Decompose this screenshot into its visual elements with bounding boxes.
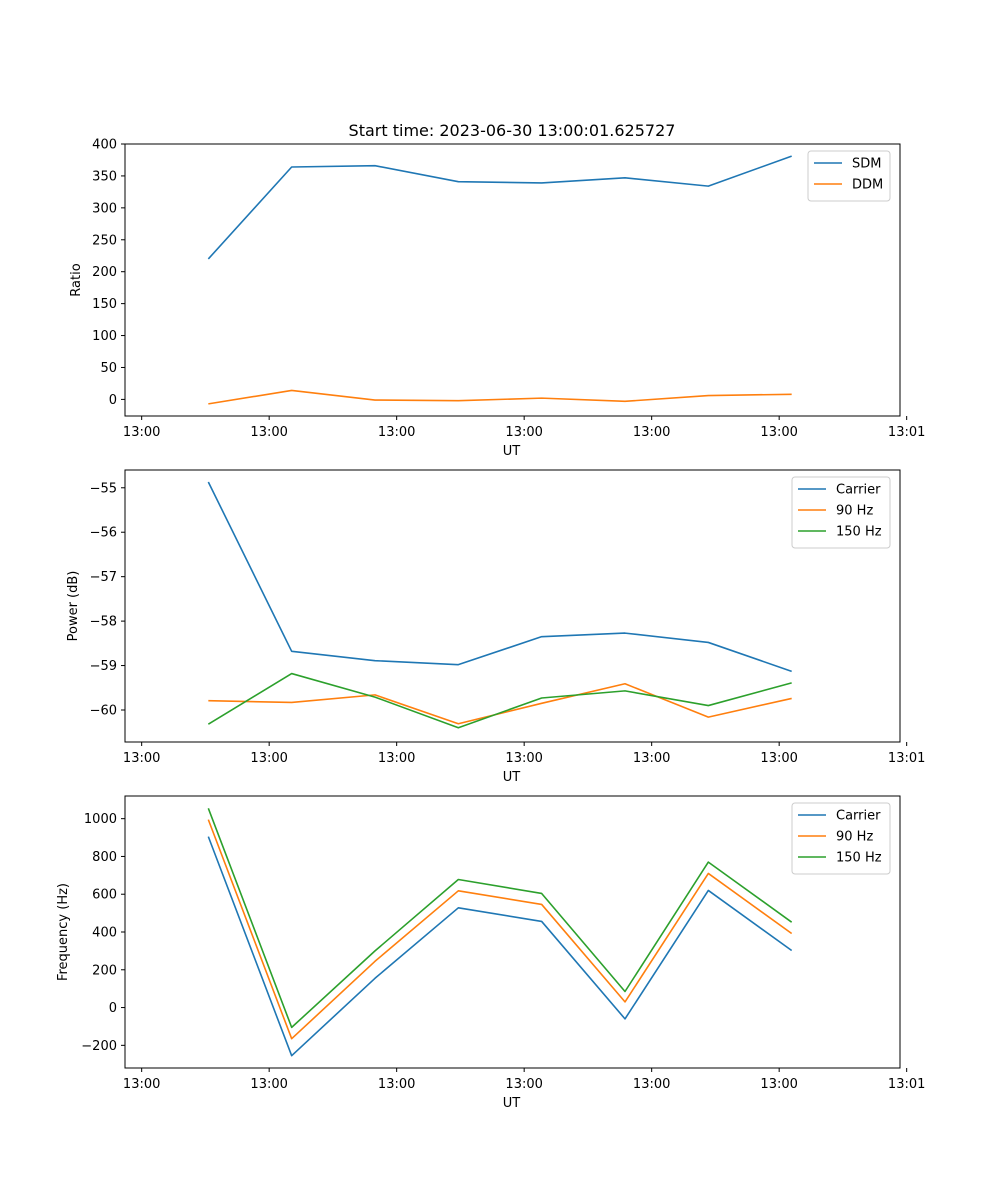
subplot-1: 13:00 13:00 13:00 13:00 13:00 13:00 13:01 0 50 10…: [69, 138, 925, 460]
axes-frame: [124, 469, 901, 743]
y-tick-label: 400: [92, 926, 117, 941]
x-tick-label: 13:00: [250, 1077, 287, 1092]
y-tick-label: 200: [92, 963, 117, 978]
legend-entry: 150 Hz: [836, 525, 882, 540]
series-line-ddm: [208, 389, 792, 405]
y-tick-label: 1000: [84, 812, 117, 827]
x-tick-label: 13:00: [123, 1077, 160, 1092]
y-tick-label: −58: [90, 615, 117, 630]
x-tick-label: 13:00: [378, 1077, 415, 1092]
x-tick-label: 13:00: [505, 1077, 542, 1092]
series-line-carrier: [207, 836, 793, 1057]
x-tick-label: 13:00: [633, 1077, 670, 1092]
x-tick-label: 13:00: [633, 751, 670, 766]
x-tick-label: 13:00: [633, 425, 670, 440]
series-line-sdm: [207, 155, 792, 260]
y-tick-label: 350: [92, 169, 117, 184]
y-tick-label: 100: [92, 329, 117, 344]
legend-entry: Carrier: [836, 483, 881, 498]
x-tick-label: 13:00: [123, 751, 160, 766]
y-tick-label: 0: [109, 1001, 117, 1016]
y-tick-label: 300: [92, 201, 117, 216]
y-tick-label: −200: [81, 1039, 117, 1054]
legend-entry: 150 Hz: [836, 851, 882, 866]
subplot-2: 13:00 13:00 13:00 13:00 13:00 13:00 13:01 −60 −5…: [66, 469, 925, 785]
y-tick-label: 400: [92, 138, 117, 153]
legend-entry: Carrier: [836, 809, 881, 824]
x-tick-label: 13:01: [888, 751, 925, 766]
y-tick-label: 250: [92, 233, 117, 248]
y-axis-label: Frequency (Hz): [56, 883, 71, 981]
subplot-3: 13:00 13:00 13:00 13:00 13:00 13:00 13:01 −200 0…: [56, 795, 925, 1111]
axes-frame: [124, 143, 901, 417]
x-tick-label: 13:00: [760, 425, 797, 440]
x-axis-label: UT: [503, 770, 521, 785]
series-line-carrier: [207, 481, 792, 673]
y-axis-label: Power (dB): [66, 571, 81, 642]
x-tick-label: 13:00: [250, 751, 287, 766]
y-tick-label: −56: [90, 526, 117, 541]
x-tick-label: 13:00: [378, 425, 415, 440]
legend-entry: 90 Hz: [836, 830, 873, 845]
plots: 13:00 13:00 13:00 13:00 13:00 13:00 13:01 0 50 10…: [56, 138, 925, 1112]
y-tick-label: 600: [92, 888, 117, 903]
x-tick-label: 13:01: [888, 1077, 925, 1092]
x-tick-label: 13:00: [378, 751, 415, 766]
x-axis-label: UT: [503, 444, 521, 459]
y-tick-label: 50: [100, 361, 117, 376]
legend-entry: SDM: [852, 157, 881, 172]
x-tick-label: 13:00: [760, 1077, 797, 1092]
y-tick-label: 0: [109, 393, 117, 408]
y-tick-label: 200: [92, 265, 117, 280]
series-line-150-hz: [207, 672, 792, 729]
x-tick-label: 13:00: [760, 751, 797, 766]
x-tick-label: 13:01: [888, 425, 925, 440]
series-line-150-hz: [207, 807, 793, 1029]
x-tick-label: 13:00: [123, 425, 160, 440]
y-axis-label: Ratio: [69, 263, 84, 296]
series-line-90-hz: [207, 819, 793, 1040]
y-tick-label: 800: [92, 850, 117, 865]
y-tick-label: −60: [90, 704, 117, 719]
y-tick-label: −55: [90, 481, 117, 496]
legend: Carrier 90 Hz 150 Hz: [791, 802, 891, 875]
x-axis-label: UT: [503, 1096, 521, 1111]
x-tick-label: 13:00: [505, 425, 542, 440]
legend: Carrier 90 Hz 150 Hz: [791, 476, 891, 549]
legend-entry: DDM: [852, 178, 883, 193]
y-tick-label: −57: [90, 570, 117, 585]
legend: SDM DDM: [807, 150, 891, 202]
x-tick-label: 13:00: [505, 751, 542, 766]
x-tick-label: 13:00: [250, 425, 287, 440]
y-tick-label: 150: [92, 297, 117, 312]
figure-title: Start time: 2023-06-30 13:00:01.625727: [349, 121, 676, 140]
y-tick-label: −59: [90, 659, 117, 674]
legend-entry: 90 Hz: [836, 504, 873, 519]
